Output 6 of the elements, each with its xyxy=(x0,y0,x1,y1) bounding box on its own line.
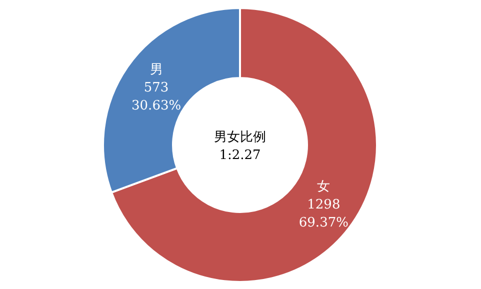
slice-label: 女 xyxy=(317,179,330,194)
data-label: 573 30.63% xyxy=(132,80,182,114)
text: 1:2.27 xyxy=(219,148,261,163)
slice-label: 男 xyxy=(150,62,163,78)
text: 男女比例 xyxy=(214,130,266,145)
data-label: 1298 69.37% xyxy=(298,197,348,230)
